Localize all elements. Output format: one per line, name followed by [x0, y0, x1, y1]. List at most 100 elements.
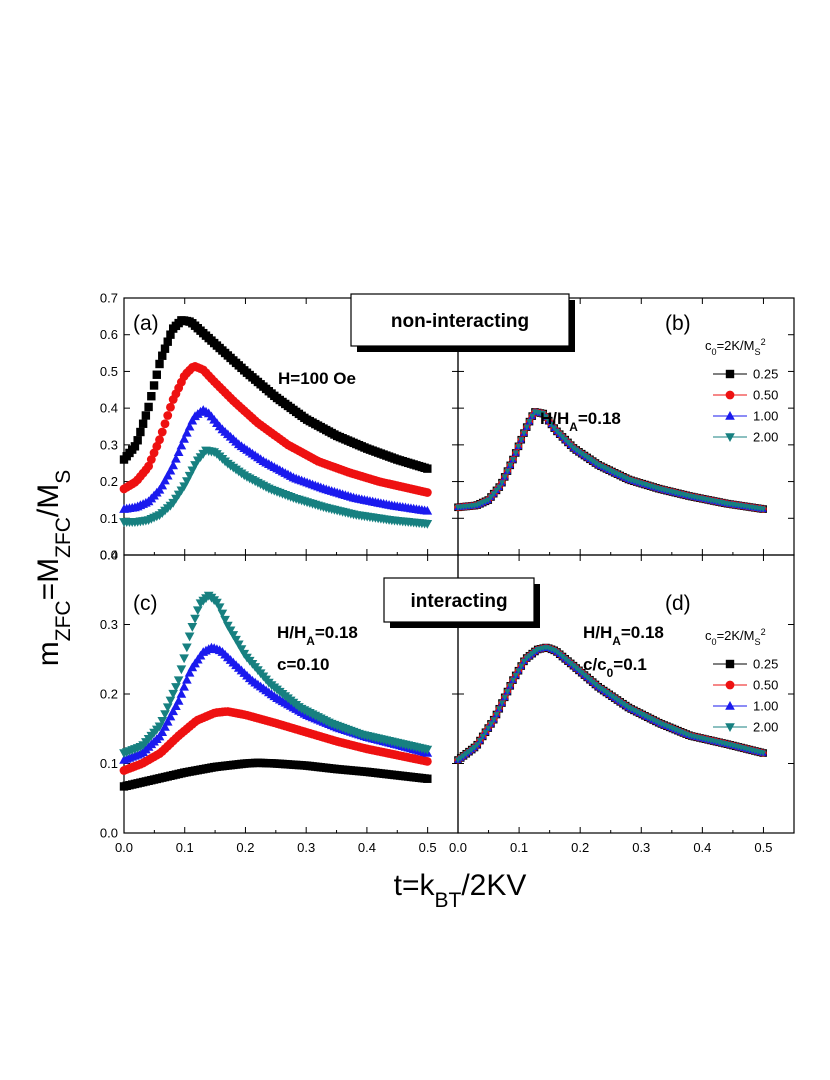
data-point: [507, 462, 514, 469]
data-point: [523, 424, 530, 431]
data-point: [515, 668, 522, 675]
plot-layer: 0.00.10.20.30.40.50.60.70.0 0.1 0.2 0.3 0.4 0…: [100, 291, 794, 855]
annotation-d-field: H/HA=0.18: [583, 623, 664, 648]
data-point: [606, 691, 613, 698]
data-point: [171, 701, 181, 710]
x-tick-label: 0.2: [236, 840, 254, 855]
y-tick-label: 0.0: [100, 548, 118, 563]
data-point: [520, 658, 528, 665]
data-point: [225, 626, 236, 636]
legend-marker: [725, 700, 735, 710]
data-point: [136, 427, 145, 437]
data-point: [146, 455, 156, 464]
data-point: [163, 337, 172, 346]
data-point: [490, 717, 497, 724]
annotation-c-coupling: c=0.10: [277, 655, 329, 674]
data-point: [515, 443, 522, 450]
y-tick-label: 0.3: [100, 437, 118, 452]
data-point: [155, 435, 164, 445]
data-point: [422, 488, 432, 497]
data-point: [166, 402, 175, 412]
data-point: [212, 598, 222, 608]
data-point: [173, 695, 184, 705]
data-point: [490, 491, 497, 497]
x-tick-label: 0.1: [176, 840, 194, 855]
data-point: [160, 344, 170, 353]
x-tick-label: 0.1: [510, 840, 528, 855]
x-tick-label: 0.5: [754, 840, 772, 855]
x-tick-label: 0.3: [632, 840, 650, 855]
data-point: [487, 721, 495, 728]
data-point: [233, 640, 244, 650]
series-a-0: [119, 316, 432, 473]
annotation-b-field: H/HA=0.18: [540, 409, 621, 434]
legend-panel-d: c0=2K/MS2 0.25 0.50 1.00 2.00: [705, 627, 778, 735]
panel-label-b: (b): [665, 312, 691, 335]
x-axis-title: t=kBT/2KV: [394, 869, 527, 912]
data-point: [570, 445, 577, 452]
data-point: [551, 425, 558, 432]
data-point: [422, 505, 433, 515]
data-point: [184, 632, 195, 642]
legend-entry-label: 0.25: [753, 657, 778, 672]
data-point: [573, 447, 580, 454]
x-tick-label: 0.0: [115, 840, 133, 855]
data-point: [504, 689, 511, 695]
legend-marker: [725, 680, 735, 690]
data-point: [423, 774, 432, 783]
data-point: [759, 506, 767, 513]
legend-marker: [725, 433, 735, 443]
data-point: [220, 615, 230, 625]
data-point: [619, 701, 627, 708]
legend-title: c0=2K/MS2: [705, 627, 766, 647]
data-point: [214, 603, 225, 613]
data-point: [597, 686, 605, 693]
interacting-label: interacting: [410, 591, 507, 612]
data-point: [595, 684, 602, 691]
data-point: [155, 359, 164, 369]
data-point: [518, 437, 525, 444]
annotation-d-coupling: c/c0=0.1: [583, 655, 647, 680]
y-tick-label: 0.4: [100, 548, 118, 563]
data-point: [162, 703, 173, 713]
data-point: [184, 421, 195, 431]
data-point: [540, 411, 547, 417]
data-point: [422, 745, 433, 755]
data-point: [586, 456, 594, 463]
data-point: [190, 614, 200, 624]
data-point: [529, 413, 536, 420]
data-point: [138, 419, 148, 428]
data-point: [471, 745, 478, 751]
data-point: [176, 440, 187, 450]
data-point: [166, 330, 175, 339]
data-point: [163, 411, 173, 420]
series-b-2.00: [454, 409, 767, 513]
y-tick-label: 0.2: [100, 474, 118, 489]
data-point: [179, 681, 189, 691]
y-tick-label: 0.7: [100, 291, 118, 306]
y-tick-label: 0.5: [100, 364, 118, 379]
x-tick-label: 0.4: [358, 840, 376, 855]
data-point: [496, 484, 503, 491]
legend-entry-label: 0.25: [753, 367, 778, 382]
non-interacting-box: non-interacting: [350, 293, 575, 352]
data-point: [160, 721, 170, 731]
legend-marker: [725, 390, 735, 400]
data-point: [133, 436, 142, 445]
data-point: [147, 392, 156, 401]
series-a-1: [119, 362, 432, 497]
data-point: [501, 474, 508, 481]
data-point: [498, 700, 506, 707]
data-point: [228, 631, 239, 640]
legend-title: c0=2K/MS2: [705, 337, 766, 357]
data-point: [160, 419, 170, 429]
data-point: [422, 519, 433, 529]
data-point: [498, 480, 506, 486]
data-point: [176, 665, 187, 675]
data-point: [507, 683, 514, 690]
data-point: [501, 694, 508, 701]
data-point: [157, 727, 168, 737]
x-tick-label: 0.3: [297, 840, 315, 855]
panel-label-a: (a): [133, 312, 159, 335]
data-point: [592, 460, 599, 467]
